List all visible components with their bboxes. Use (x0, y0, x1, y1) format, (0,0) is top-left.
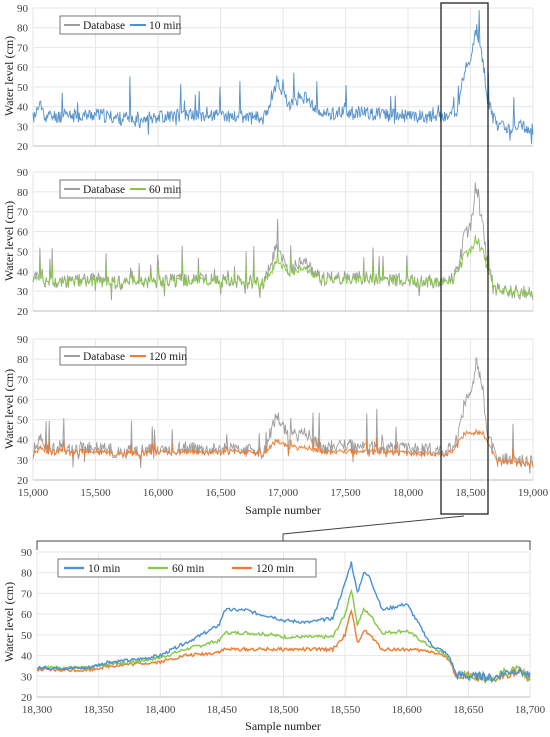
panel-120min: 20 30 40 50 60 70 80 90 15,000 15,500 16,000 16,500… (17, 334, 549, 499)
y-tick-label: 60 (17, 394, 29, 406)
x-axis-label-top: Sample number (245, 503, 321, 517)
x-tick-label: 17,500 (330, 487, 361, 499)
y-axis-label-120min: Water level (cm) (2, 369, 16, 449)
zoom-region-box (440, 2, 489, 515)
legend-label-60min: 60 min (172, 563, 205, 575)
y-axis-label-10min: Water level (cm) (2, 36, 16, 116)
legend-box (59, 15, 181, 35)
x-tick-label: 18,650 (453, 704, 484, 716)
y-tick-label: 70 (21, 588, 33, 600)
x-tick-label: 18,700 (515, 704, 546, 716)
x-tick-label: 17,000 (268, 487, 299, 499)
y-tick-label: 30 (21, 671, 33, 683)
legend-label-database: Database (83, 351, 125, 363)
x-tick-label: 18,450 (207, 704, 238, 716)
y-tick-label: 70 (17, 42, 29, 54)
series-line-10min (32, 9, 534, 145)
x-tick-label: 15,500 (80, 487, 111, 499)
x-tick-label: 16,500 (205, 487, 236, 499)
legend-label-model: 10 min (149, 20, 182, 32)
y-tick-label: 90 (17, 3, 29, 15)
series-line-120min (32, 428, 534, 469)
series-line-10min (36, 561, 531, 684)
y-tick-label: 80 (17, 23, 29, 35)
y-tick-label: 80 (17, 354, 29, 366)
y-tick-label: 50 (17, 246, 29, 258)
x-axis-label-zoom: Sample number (245, 719, 321, 733)
y-tick-label: 20 (17, 141, 29, 153)
legend-label-model: 60 min (149, 184, 182, 196)
y-tick-label: 30 (17, 455, 29, 467)
y-tick-label: 50 (17, 82, 29, 94)
y-tick-label: 40 (17, 435, 29, 447)
legend-box (57, 558, 317, 578)
x-tick-label: 18,600 (392, 704, 423, 716)
x-tick-label: 19,000 (518, 487, 549, 499)
zoom-bracket (36, 515, 531, 550)
legend-label-120min: 120 min (256, 563, 294, 575)
x-tick-label: 18,550 (330, 704, 361, 716)
x-tick-label: 18,400 (145, 704, 176, 716)
legend-label-model: 120 min (149, 351, 187, 363)
series-line-database (32, 9, 534, 145)
series-line-60min (32, 234, 534, 298)
series-line-120min (36, 608, 531, 683)
series-line-database (32, 357, 534, 474)
y-tick-label: 40 (21, 651, 33, 663)
y-tick-label: 90 (21, 547, 33, 559)
legend-label-database: Database (83, 20, 125, 32)
panel-zoom: 20 30 40 50 60 70 80 90 18,300 18,350 18,400 18,450… (21, 547, 546, 716)
x-tick-label: 18,000 (393, 487, 424, 499)
y-tick-label: 70 (17, 207, 29, 219)
y-tick-label: 40 (17, 266, 29, 278)
legend-label-10min: 10 min (88, 563, 121, 575)
x-tick-label: 18,350 (84, 704, 115, 716)
y-tick-label: 60 (17, 227, 29, 239)
y-tick-label: 60 (21, 609, 33, 621)
y-tick-label: 50 (17, 415, 29, 427)
panel-60min: 20 30 40 50 60 70 80 90 Database 60 min (17, 167, 534, 318)
y-tick-label: 80 (17, 187, 29, 199)
y-tick-label: 70 (17, 374, 29, 386)
y-tick-label: 60 (17, 62, 29, 74)
panel-10min: 20 30 40 50 60 70 80 90 Database 10 min (17, 3, 534, 153)
y-axis-label-60min: Water level (cm) (2, 201, 16, 281)
legend-box (59, 346, 187, 366)
x-tick-label: 15,000 (18, 487, 49, 499)
y-tick-label: 20 (17, 475, 29, 487)
y-tick-label: 40 (17, 102, 29, 114)
y-tick-label: 20 (21, 692, 33, 704)
legend-label-database: Database (83, 184, 125, 196)
x-tick-label: 18,500 (268, 704, 299, 716)
y-tick-label: 30 (17, 286, 29, 298)
y-tick-label: 90 (17, 334, 29, 346)
x-tick-label: 18,500 (455, 487, 486, 499)
y-tick-label: 80 (21, 568, 33, 580)
legend-box (59, 179, 181, 199)
y-tick-label: 30 (17, 121, 29, 133)
y-tick-label: 50 (21, 630, 33, 642)
series-line-60min (36, 588, 531, 684)
x-tick-label: 16,000 (143, 487, 174, 499)
x-tick-label: 18,300 (22, 704, 53, 716)
y-tick-label: 90 (17, 167, 29, 179)
y-tick-label: 20 (17, 306, 29, 318)
y-axis-label-zoom: Water level (cm) (2, 582, 16, 662)
